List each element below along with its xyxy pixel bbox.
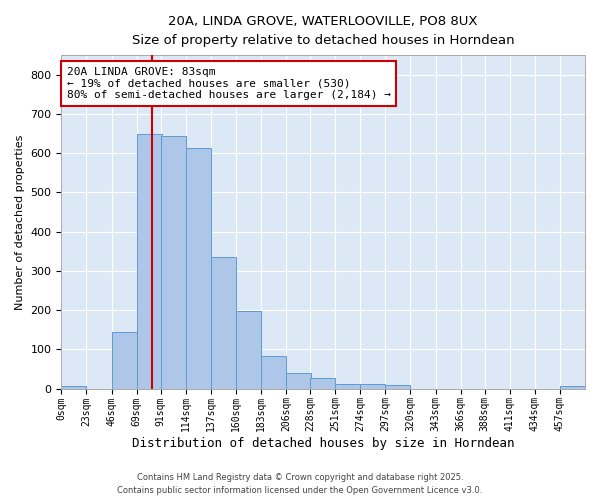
Bar bbox=[261, 356, 286, 388]
Bar bbox=[236, 311, 261, 388]
Bar bbox=[137, 134, 162, 388]
Text: Contains HM Land Registry data © Crown copyright and database right 2025.
Contai: Contains HM Land Registry data © Crown c… bbox=[118, 474, 482, 495]
Bar bbox=[211, 257, 236, 388]
Bar bbox=[286, 373, 311, 388]
Bar bbox=[310, 378, 335, 388]
Title: 20A, LINDA GROVE, WATERLOOVILLE, PO8 8UX
Size of property relative to detached h: 20A, LINDA GROVE, WATERLOOVILLE, PO8 8UX… bbox=[132, 15, 515, 47]
Bar bbox=[186, 148, 211, 388]
Bar bbox=[360, 384, 385, 388]
Y-axis label: Number of detached properties: Number of detached properties bbox=[15, 134, 25, 310]
Bar bbox=[335, 384, 360, 388]
Bar bbox=[385, 385, 410, 388]
Bar bbox=[112, 332, 137, 388]
X-axis label: Distribution of detached houses by size in Horndean: Distribution of detached houses by size … bbox=[132, 437, 514, 450]
Bar bbox=[560, 386, 585, 388]
Bar bbox=[61, 386, 86, 388]
Text: 20A LINDA GROVE: 83sqm
← 19% of detached houses are smaller (530)
80% of semi-de: 20A LINDA GROVE: 83sqm ← 19% of detached… bbox=[67, 67, 391, 100]
Bar bbox=[161, 136, 186, 388]
